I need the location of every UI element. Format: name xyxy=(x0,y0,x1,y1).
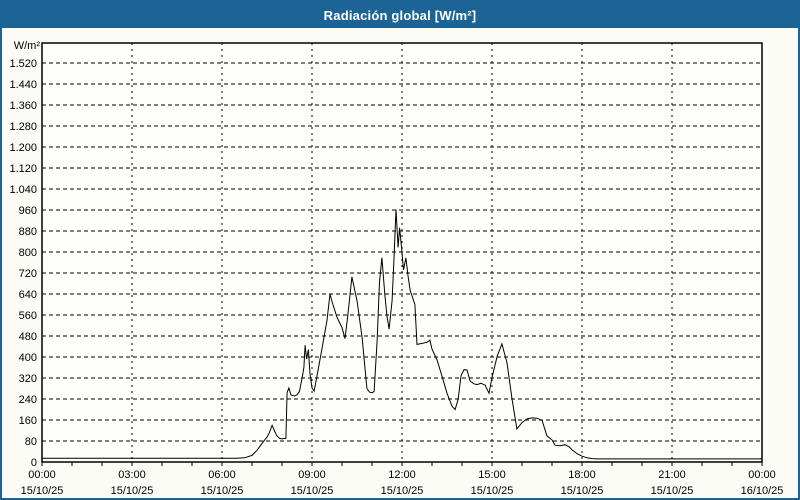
window-titlebar: Radiación global [W/m²] xyxy=(2,2,798,28)
y-tick-label: 320 xyxy=(19,373,37,385)
x-tick-time-label: 15:00 xyxy=(478,469,506,481)
y-tick-label: 1.440 xyxy=(9,79,37,91)
y-tick-label: 1.520 xyxy=(9,58,37,70)
radiation-curve xyxy=(42,209,762,460)
y-tick-label: 640 xyxy=(19,289,37,301)
y-axis-unit-label: W/m² xyxy=(14,40,41,52)
y-tick-label: 800 xyxy=(19,247,37,259)
y-tick-label: 560 xyxy=(19,310,37,322)
x-tick-time-label: 09:00 xyxy=(298,469,326,481)
x-tick-date-label: 15/10/25 xyxy=(651,485,694,497)
chart-area: 0 80 160 240 320 400 480 560 640 720 800 880 960 1.04… xyxy=(2,28,798,498)
y-tick-label: 160 xyxy=(19,415,37,427)
x-tick-date-label: 15/10/25 xyxy=(381,485,424,497)
x-tick-time-label: 18:00 xyxy=(568,469,596,481)
y-tick-label: 720 xyxy=(19,268,37,280)
x-tick-time-label: 21:00 xyxy=(658,469,686,481)
x-tick-date-label: 15/10/25 xyxy=(21,485,64,497)
y-tick-label: 1.120 xyxy=(9,163,37,175)
y-tick-label: 880 xyxy=(19,226,37,238)
y-tick-label: 1.280 xyxy=(9,121,37,133)
x-tick-date-label: 16/10/25 xyxy=(741,485,784,497)
plot-border xyxy=(41,42,763,463)
x-tick-time-label: 00:00 xyxy=(748,469,776,481)
x-tick-time-label: 03:00 xyxy=(118,469,146,481)
x-tick-date-label: 15/10/25 xyxy=(111,485,154,497)
y-tick-label: 400 xyxy=(19,352,37,364)
y-tick-label: 1.200 xyxy=(9,142,37,154)
window-title: Radiación global [W/m²] xyxy=(323,7,477,23)
x-tick-date-label: 15/10/25 xyxy=(201,485,244,497)
x-tick-date-label: 15/10/25 xyxy=(561,485,604,497)
x-tick-date-label: 15/10/25 xyxy=(291,485,334,497)
y-tick-label: 0 xyxy=(31,457,37,469)
y-tick-label: 1.040 xyxy=(9,184,37,196)
y-tick-label: 960 xyxy=(19,205,37,217)
x-tick-time-label: 00:00 xyxy=(28,469,56,481)
y-tick-label: 1.360 xyxy=(9,100,37,112)
y-tick-label: 480 xyxy=(19,331,37,343)
y-tick-label: 240 xyxy=(19,394,37,406)
y-tick-label: 80 xyxy=(25,436,37,448)
radiation-chart: 0 80 160 240 320 400 480 560 640 720 800 880 960 1.04… xyxy=(9,40,784,497)
x-tick-date-label: 15/10/25 xyxy=(471,485,514,497)
x-tick-time-label: 06:00 xyxy=(208,469,236,481)
x-tick-time-label: 12:00 xyxy=(388,469,416,481)
